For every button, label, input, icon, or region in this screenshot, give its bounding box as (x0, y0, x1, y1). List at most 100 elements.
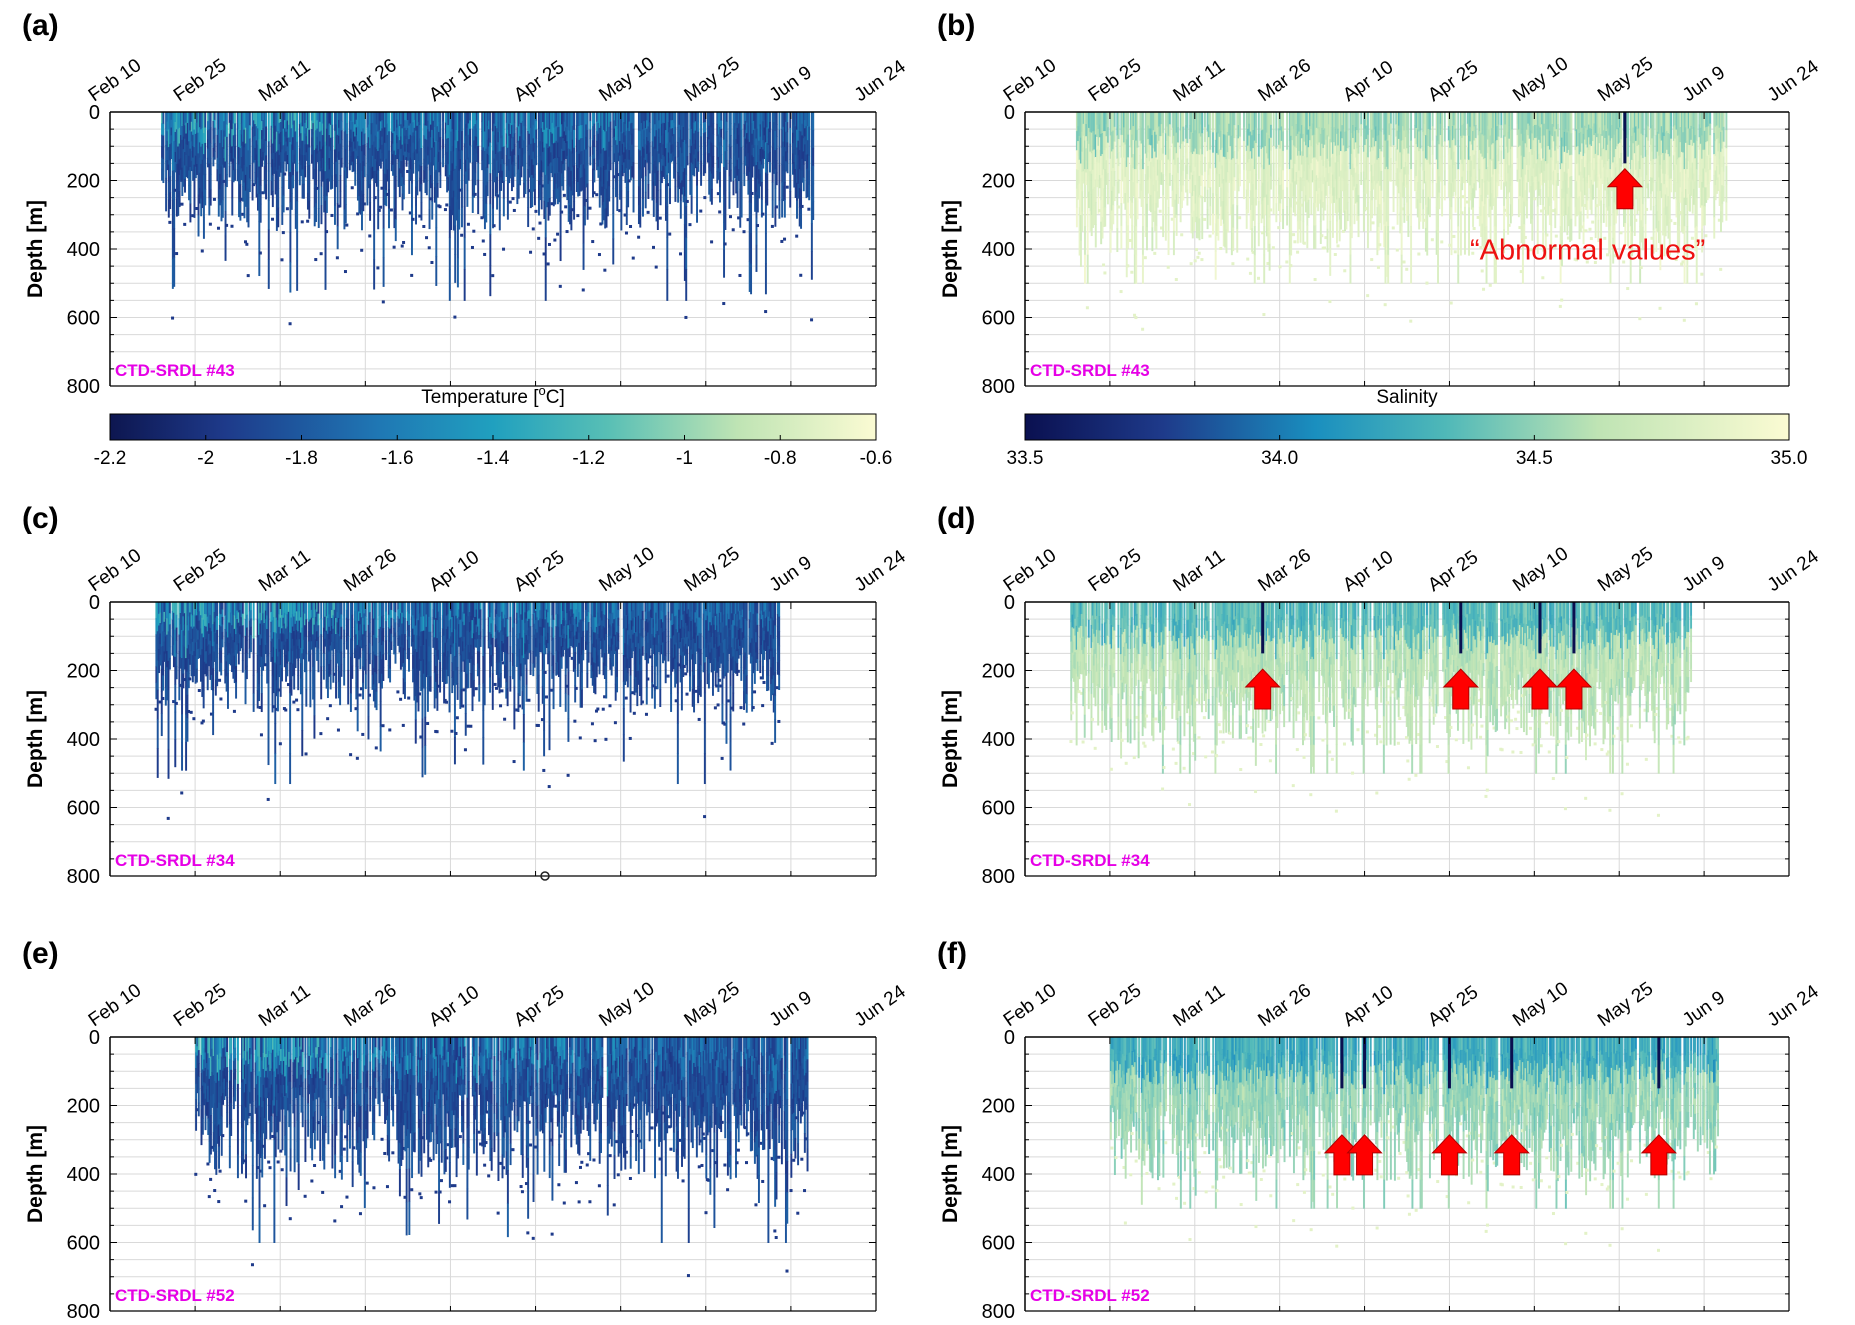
profile-cell (1468, 183, 1470, 208)
profile-cell (1207, 112, 1210, 126)
profile-cell (1220, 168, 1223, 189)
profile-cell (1167, 159, 1170, 184)
profile-cell (243, 182, 246, 201)
profile-cell (1189, 165, 1192, 180)
profile-cell (598, 191, 601, 208)
profile-cell (1521, 226, 1524, 256)
profile-cell (1228, 112, 1231, 125)
profile-cell (1158, 183, 1161, 199)
profile-cell (431, 165, 434, 184)
profile-cell (563, 140, 566, 152)
profile-cell (1598, 158, 1601, 175)
profile-cell (1123, 157, 1126, 174)
profile-cell (1092, 188, 1095, 209)
profile-cell (1380, 112, 1383, 133)
profile-cell (1548, 205, 1551, 226)
profile-cell (1427, 145, 1430, 164)
profile-cell (625, 149, 628, 169)
profile-point (1580, 225, 1584, 229)
profile-cell (810, 223, 813, 252)
profile-cell (1383, 156, 1386, 180)
profile-cell (1392, 112, 1395, 130)
profile-cell (1172, 112, 1175, 137)
profile-cell (1294, 181, 1297, 199)
profile-cell (415, 186, 417, 206)
profile-cell (173, 141, 176, 171)
profile-cell (1331, 112, 1334, 134)
profile-cell (796, 200, 798, 219)
profile-cell (1556, 136, 1559, 150)
profile-cell (1245, 131, 1248, 152)
profile-cell (767, 153, 770, 163)
profile-cell (1468, 159, 1470, 185)
profile-cell (1353, 149, 1356, 169)
profile-cell (554, 142, 557, 159)
profile-cell (500, 125, 503, 139)
profile-cell (1310, 197, 1313, 215)
profile-cell (1251, 181, 1254, 206)
profile-cell (1337, 162, 1340, 180)
profile-cell (1600, 200, 1603, 224)
profile-cell (1322, 184, 1325, 203)
profile-cell (324, 171, 327, 202)
profile-cell (609, 112, 612, 123)
profile-cell (662, 165, 665, 177)
profile-cell (219, 173, 222, 190)
profile-cell (402, 140, 405, 156)
profile-cell (1214, 223, 1217, 252)
profile-cell (397, 161, 400, 175)
profile-cell (1116, 205, 1119, 229)
profile-cell (548, 180, 551, 199)
profile-cell (1217, 112, 1220, 134)
profile-cell (416, 181, 419, 196)
profile-cell (1311, 146, 1314, 160)
profile-point (565, 230, 569, 234)
profile-cell (481, 140, 484, 151)
profile-cell (1267, 181, 1270, 206)
profile-cell (1354, 127, 1357, 143)
profile-cell (301, 183, 304, 199)
profile-cell (202, 154, 205, 176)
profile-cell (1077, 155, 1080, 171)
profile-point (1461, 195, 1465, 199)
profile-cell (769, 141, 771, 153)
profile-cell (782, 185, 785, 202)
profile-point (1507, 223, 1511, 227)
profile-cell (689, 166, 692, 182)
profile-cell (1528, 178, 1531, 193)
profile-cell (693, 143, 696, 156)
profile-cell (1182, 126, 1185, 142)
profile-cell (1575, 112, 1578, 130)
profile-cell (755, 191, 758, 219)
profile-cell (1109, 205, 1112, 230)
profile-cell (678, 124, 681, 139)
profile-cell (1486, 153, 1489, 168)
profile-cell (262, 152, 265, 161)
profile-cell (623, 152, 626, 163)
profile-cell (1482, 229, 1485, 254)
profile-cell (1156, 127, 1159, 145)
profile-cell (628, 150, 631, 161)
profile-cell (281, 149, 284, 169)
profile-cell (450, 131, 453, 152)
profile-cell (1230, 112, 1233, 137)
profile-cell (810, 139, 813, 169)
profile-cell (759, 173, 762, 187)
profile-cell (663, 134, 666, 146)
profile-point (1246, 257, 1250, 261)
profile-cell (1424, 158, 1427, 183)
profile-cell (402, 184, 405, 200)
profile-cell (1365, 125, 1368, 140)
profile-cell (1349, 140, 1352, 170)
profile-point (558, 284, 562, 288)
profile-cell (1500, 112, 1503, 126)
profile-cell (529, 127, 532, 145)
profile-cell (1407, 132, 1410, 154)
profile-cell (486, 181, 489, 197)
profile-cell (642, 146, 644, 165)
profile-cell (1485, 254, 1488, 284)
profile-cell (1186, 174, 1189, 191)
profile-cell (700, 173, 703, 186)
profile-cell (254, 112, 257, 125)
profile-cell (755, 218, 758, 246)
